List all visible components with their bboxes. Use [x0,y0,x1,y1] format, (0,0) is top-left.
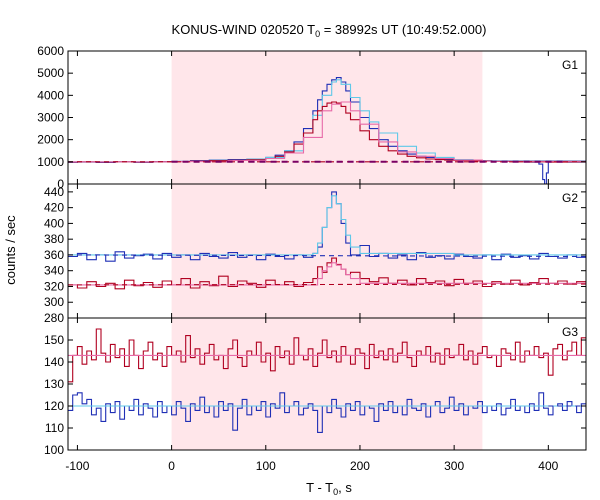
burst-interval-shade [171,184,483,318]
panel-g3: 100 110 120 130 140 150 G3 [44,317,587,457]
y-tick-label: 300 [44,295,64,309]
y-tick-label: 150 [44,333,64,347]
y-tick-label: 6000 [37,44,64,58]
panel-label: G2 [562,191,578,205]
y-tick-label: 440 [44,185,64,199]
y-tick-label: 280 [44,311,64,325]
y-tick-label: 2000 [37,133,64,147]
y-tick-label: 360 [44,248,64,262]
y-tick-label: 120 [44,399,64,413]
x-axis-label: T - T0, s [306,480,352,497]
series-g1-pink-3 [68,101,586,163]
panel-label: G1 [562,58,578,72]
series-g2-pink-3 [68,262,586,286]
y-tick-label: 110 [45,421,64,435]
x-tick-label: 300 [444,459,464,473]
series-g2-cyan-1 [68,195,586,256]
y-tick-label: 420 [44,201,64,215]
burst-interval-shade [171,318,483,450]
y-tick-label: 400 [44,216,64,230]
x-tick-label: 400 [538,459,558,473]
y-tick-label: 5000 [37,66,64,80]
y-tick-label: 140 [44,355,64,369]
burst-interval-shade [171,51,483,184]
panel-g1: 0 1000 2000 3000 4000 5000 6000 G1 [37,44,587,191]
y-tick-label: 0 [57,177,64,191]
y-axis-label: counts / sec [3,215,18,285]
panel-label: G3 [562,325,578,339]
x-tick-label: 200 [350,459,370,473]
y-tick-label: 4000 [37,88,64,102]
x-tick-label: 100 [256,459,276,473]
series-g3-red-0 [68,328,586,383]
y-tick-label: 1000 [37,155,64,169]
x-axis-ticks: -100 0 100 200 300 400 [65,459,558,473]
y-tick-label: 340 [44,264,64,278]
chart-title: KONUS-WIND 020520 T0 = 38992s UT (10:49:… [172,22,487,39]
y-tick-label: 3000 [37,111,64,125]
series-g3-blue-2 [68,392,586,433]
y-tick-label: 380 [44,232,64,246]
y-tick-label: 320 [44,279,64,293]
x-tick-label: -100 [65,459,89,473]
y-tick-label: 130 [44,377,64,391]
x-tick-label: 0 [168,459,175,473]
y-tick-label: 100 [44,443,64,457]
